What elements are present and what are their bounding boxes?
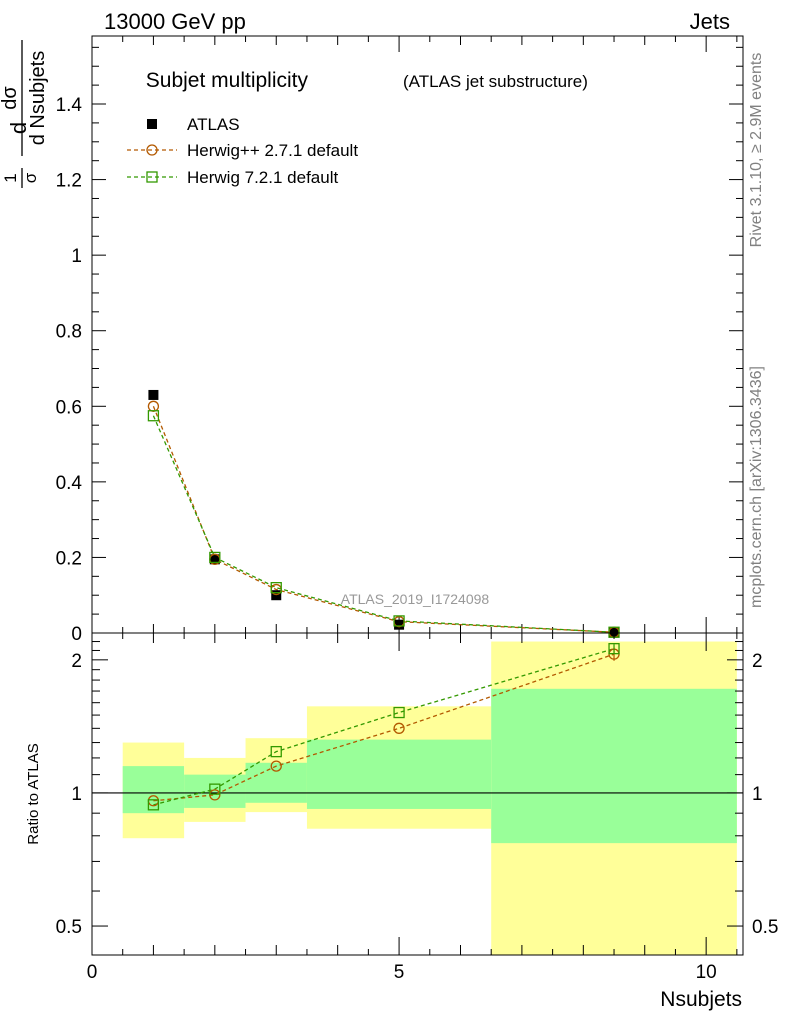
- ratio-inner-band-3: [306, 739, 492, 809]
- analysis-watermark: ATLAS_2019_I1724098: [341, 591, 490, 607]
- ratio-series-lines: [153, 648, 615, 806]
- ratio-point-s1-0: [147, 799, 160, 811]
- legend: ATLAS Herwig++ 2.7.1 default Herwig 7.2.1 …: [127, 115, 358, 187]
- header-left: 13000 GeV pp: [104, 9, 246, 34]
- ratio-point-s0-2: [270, 760, 282, 772]
- ratio-y-tick-label-left: 1: [71, 784, 82, 805]
- x-tick-label: 5: [394, 962, 405, 983]
- ratio-point-s0-3: [393, 722, 405, 734]
- rivet-label: Rivet 3.1.10, ≥ 2.9M events: [748, 53, 765, 248]
- ratio-frame: [91, 632, 744, 956]
- ylabel-one: 1: [1, 173, 20, 182]
- main-point-s0-3: [394, 619, 405, 630]
- legend-label-2: Herwig 7.2.1 default: [187, 168, 338, 187]
- main-y-tick-label: 1.4: [56, 95, 83, 116]
- legend-marker-0: [147, 119, 157, 129]
- legend-label-0: ATLAS: [187, 115, 240, 134]
- main-y-tick-label: 0.2: [56, 548, 82, 569]
- x-tick-label: 10: [696, 962, 717, 983]
- ratio-inner-band-1: [184, 774, 246, 808]
- main-y-tick-label: 1: [71, 246, 82, 267]
- main-y-tick-label: 0.8: [56, 322, 82, 343]
- ratio-y-tick-label-right: 0.5: [752, 917, 778, 938]
- ylabel-dnsubjets: d Nsubjets: [27, 51, 49, 146]
- ratio-y-tick-label-right: 1: [752, 784, 763, 805]
- ratio-bands: [122, 641, 737, 955]
- legend-label-1: Herwig++ 2.7.1 default: [187, 141, 358, 160]
- legend-marker-2: [146, 171, 158, 183]
- ratio-series-line-0: [153, 653, 615, 802]
- chart-title: Subjet multiplicity: [146, 69, 309, 92]
- ratio-y-axis-label: Ratio to ATLAS: [25, 743, 42, 844]
- ratio-point-s1-2: [270, 745, 282, 758]
- ratio-panel: 0.5 0.5 1 1 2 2 0 5 10 Ratio to ATLAS Nsubjets: [25, 632, 778, 1011]
- main-y-tick-label: 0.6: [56, 397, 82, 418]
- ylabel-sigma: σ: [21, 172, 40, 183]
- ylabel-d: d: [6, 122, 31, 134]
- main-point-s0-1: [209, 554, 220, 565]
- main-point-s2-1: [209, 551, 221, 564]
- main-point-s0-2: [271, 590, 282, 601]
- ylabel-dsigma: dσ: [0, 86, 21, 110]
- main-y-axis-label: d 1 σ dσ d Nsubjets: [0, 40, 49, 188]
- legend-marker-1: [146, 144, 158, 156]
- ratio-inner-band-4: [491, 688, 737, 844]
- header-right: Jets: [690, 9, 730, 34]
- main-y-tick-label: 1.2: [56, 171, 82, 192]
- main-series-line-1: [152, 406, 615, 633]
- main-series-lines: [152, 406, 615, 633]
- main-point-s2-2: [270, 582, 282, 594]
- main-ticks: 0 0.2 0.4 0.6 0.8 1 1.2 1.4: [56, 36, 743, 645]
- ratio-ticks: 0.5 0.5 1 1 2 2 0 5 10: [56, 633, 778, 983]
- ratio-y-tick-label-left: 0.5: [56, 917, 82, 938]
- ratio-series-markers: [147, 642, 620, 811]
- mcplots-label: mcplots.cern.ch [arXiv:1306.3436]: [748, 366, 765, 608]
- ratio-point-s1-4: [608, 642, 620, 655]
- main-panel: Subjet multiplicity (ATLAS jet substruct…: [0, 35, 744, 645]
- main-point-s2-0: [147, 410, 160, 422]
- main-point-s0-0: [148, 389, 159, 400]
- main-y-tick-label: 0.4: [56, 473, 83, 494]
- main-y-tick-label: 0: [71, 624, 82, 645]
- ratio-y-tick-label-right: 2: [752, 651, 763, 672]
- ratio-series-line-1: [153, 648, 615, 806]
- ratio-point-s1-3: [393, 706, 405, 719]
- main-series-line-2: [152, 415, 615, 633]
- main-point-s2-3: [393, 615, 405, 627]
- x-axis-label: Nsubjets: [660, 988, 742, 1011]
- chart-subtitle: (ATLAS jet substructure): [403, 72, 588, 91]
- ratio-inner-band-2: [245, 762, 307, 803]
- ratio-y-tick-label-left: 2: [71, 651, 82, 672]
- ratio-point-s0-1: [209, 789, 221, 801]
- ratio-point-s1-1: [209, 783, 221, 795]
- x-tick-label: 0: [87, 962, 98, 983]
